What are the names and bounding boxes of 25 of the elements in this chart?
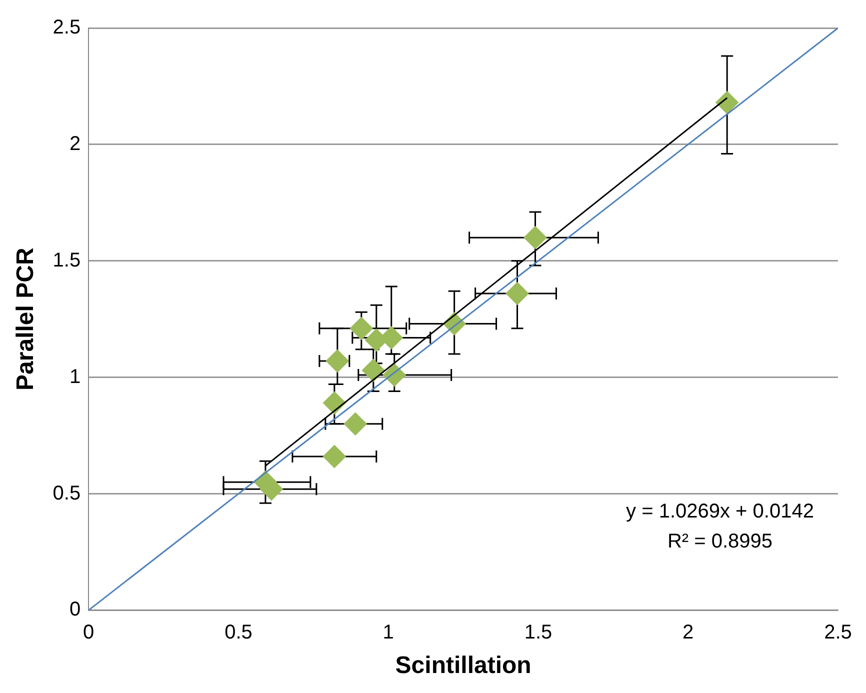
x-axis-title: Scintillation [395, 652, 532, 680]
point [350, 316, 373, 340]
y-tick-label: 1 [69, 366, 81, 388]
x-tick-label: 2 [682, 622, 694, 644]
point [344, 412, 367, 436]
y-tick-label: 2.5 [52, 16, 81, 39]
point [524, 226, 547, 250]
y-axis-title: Parallel PCR [12, 248, 40, 390]
point [382, 363, 406, 386]
x-tick-label: 0.5 [224, 622, 252, 644]
y-tick-label: 0 [69, 598, 81, 621]
x-tick-label: 2.5 [824, 622, 852, 644]
point [716, 91, 739, 114]
point [326, 350, 349, 373]
point [506, 282, 529, 305]
y-tick-label: 1.5 [52, 249, 81, 272]
x-tick-label: 1.5 [524, 622, 552, 644]
y-tick-label: 0.5 [52, 482, 81, 504]
point [322, 445, 346, 468]
annotation: y = 1.0269x + 0.0142 [626, 500, 814, 523]
x-tick-label: 1 [382, 622, 394, 644]
point [362, 358, 385, 382]
point [322, 391, 346, 414]
y-tick-label: 2 [69, 132, 81, 155]
annotation: R² = 0.8995 [667, 530, 773, 553]
